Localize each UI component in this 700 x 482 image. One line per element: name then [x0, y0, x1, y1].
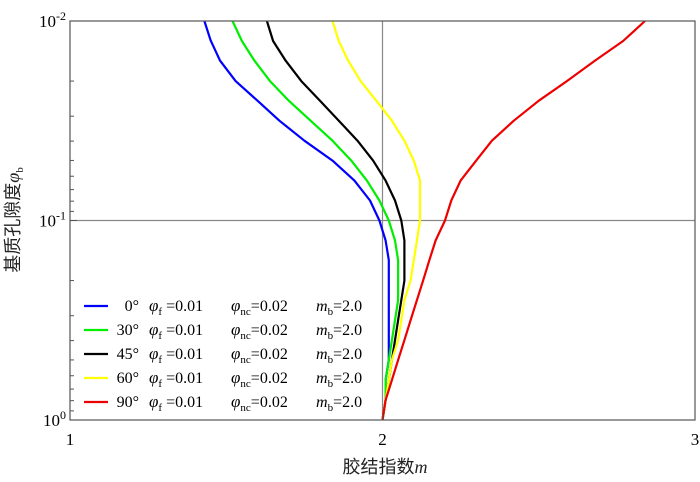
y-tick-label-0: 10-2: [39, 9, 66, 31]
x-axis-title: 胶结指数m: [343, 457, 428, 478]
y-axis-title-sub: b: [14, 167, 26, 173]
legend-entry-3: 60° φf =0.01 φnc=0.02 mb=2.0: [84, 368, 362, 390]
legend-phi-f-0: φf =0.01: [149, 296, 203, 318]
x-tick-label-0: 1: [66, 430, 75, 449]
legend-phi-f-3: φf =0.01: [149, 368, 203, 390]
legend-phi-f-2: φf =0.01: [149, 344, 203, 366]
legend-entry-1: 30° φf =0.01 φnc=0.02 mb=2.0: [84, 320, 362, 342]
legend-angle-4: 90°: [117, 394, 139, 411]
reference-lines: [70, 21, 695, 420]
axis-ticks: 1 2 3 10-2 10-1 100: [39, 9, 699, 449]
legend-entry-4: 90° φf =0.01 φnc=0.02 mb=2.0: [84, 392, 362, 414]
legend-m-b-0: mb=2.0: [316, 298, 362, 318]
legend-phi-nc-0: φnc=0.02: [231, 296, 288, 318]
legend-phi-nc-2: φnc=0.02: [231, 344, 288, 366]
legend-m-b-1: mb=2.0: [316, 322, 362, 342]
legend-entry-2: 45° φf =0.01 φnc=0.02 mb=2.0: [84, 344, 362, 366]
legend-m-b-3: mb=2.0: [316, 370, 362, 390]
x-axis-title-text: 胶结指数: [343, 457, 415, 478]
legend-phi-nc-3: φnc=0.02: [231, 368, 288, 390]
legend-phi-f-4: φf =0.01: [149, 392, 203, 414]
legend-m-b-4: mb=2.0: [316, 394, 362, 414]
legend-phi-nc-1: φnc=0.02: [231, 320, 288, 342]
legend-angle-2: 45°: [117, 346, 139, 363]
series-line-4: [381, 20, 646, 421]
series-line-1: [231, 20, 400, 421]
series-line-3: [331, 20, 422, 421]
legend-phi-nc-4: φnc=0.02: [231, 392, 288, 414]
x-tick-label-1: 2: [378, 430, 387, 449]
x-axis-title-var: m: [415, 457, 428, 477]
y-axis-title-text: 基质孔隙度: [3, 183, 24, 273]
legend: 0° φf =0.01 φnc=0.02 mb=2.0 30° φf =0.01 φnc=0…: [84, 296, 362, 414]
y-tick-label-2: 100: [43, 408, 66, 430]
x-tick-label-2: 3: [691, 430, 700, 449]
series-layer: [203, 20, 646, 421]
legend-phi-f-1: φf =0.01: [149, 320, 203, 342]
y-axis-title-var: φ: [3, 173, 23, 183]
legend-angle-3: 60°: [117, 370, 139, 387]
y-axis-title: 基质孔隙度φb: [3, 167, 26, 273]
legend-entry-0: 0° φf =0.01 φnc=0.02 mb=2.0: [84, 296, 362, 318]
legend-angle-1: 30°: [117, 322, 139, 339]
legend-angle-0: 0°: [125, 298, 139, 315]
y-tick-label-1: 10-1: [39, 209, 66, 231]
legend-m-b-2: mb=2.0: [316, 346, 362, 366]
